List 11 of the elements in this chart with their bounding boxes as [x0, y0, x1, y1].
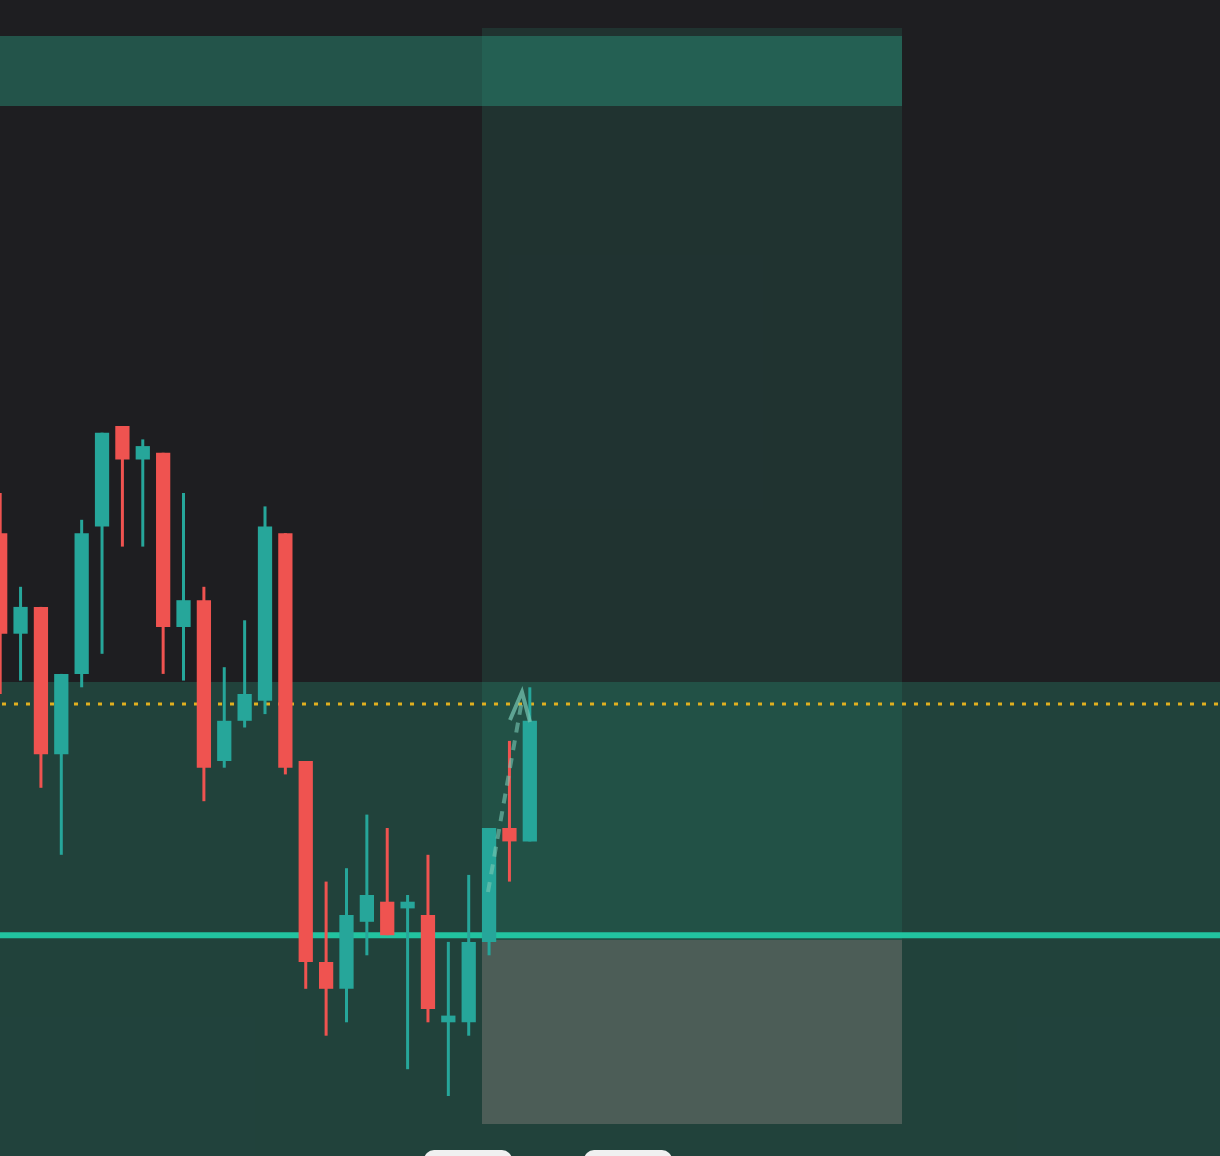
candlestick: [115, 424, 130, 549]
candlestick: [502, 739, 517, 884]
candlestick: [380, 826, 395, 937]
candlestick: [359, 813, 374, 957]
candlestick: [318, 880, 334, 1038]
candlestick: [135, 437, 150, 549]
candlestick: [217, 665, 232, 770]
candlestick: [237, 618, 252, 729]
candlestick: [400, 893, 415, 1071]
candlestick: [176, 491, 191, 683]
candlestick: [13, 585, 28, 683]
